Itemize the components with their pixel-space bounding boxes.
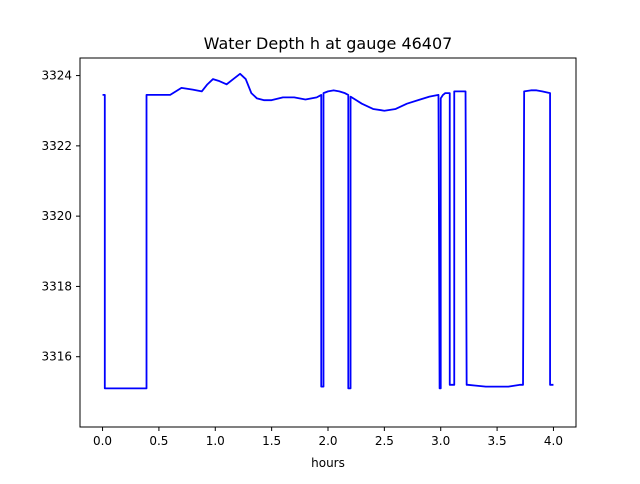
y-tick-label: 3320 [41,209,72,223]
x-tick-label: 0.0 [93,434,112,448]
x-tick-label: 3.5 [488,434,507,448]
x-tick-label: 2.5 [375,434,394,448]
x-axis-label: hours [311,456,345,470]
x-tick-label: 3.0 [431,434,450,448]
x-axis: 0.0 0.5 1.0 1.5 2.0 2.5 3.0 3.5 4.0 [93,427,563,448]
y-tick-label: 3318 [41,279,72,293]
x-tick-label: 1.0 [206,434,225,448]
x-tick-label: 0.5 [149,434,168,448]
y-axis: 3316 3318 3320 3322 3324 [41,69,80,364]
x-tick-label: 1.5 [262,434,281,448]
y-tick-label: 3316 [41,350,72,364]
series-line-0 [102,72,554,390]
x-tick-label: 2.0 [318,434,337,448]
chart-title: Water Depth h at gauge 46407 [204,34,453,53]
x-tick-label: 4.0 [544,434,563,448]
y-tick-label: 3324 [41,69,72,83]
y-tick-label: 3322 [41,139,72,153]
